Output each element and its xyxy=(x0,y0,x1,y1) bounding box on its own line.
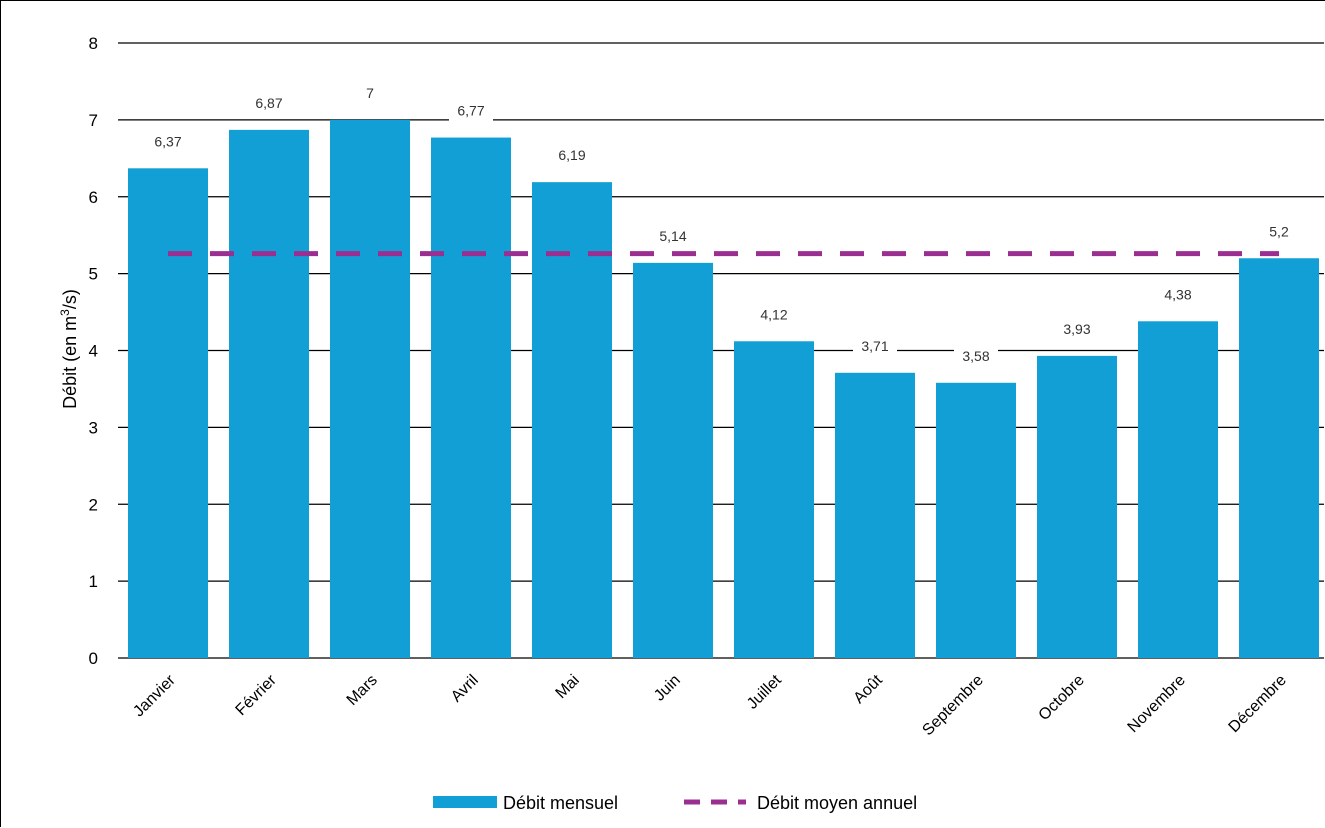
data-label: 7 xyxy=(366,85,374,101)
legend-label-bar: Débit mensuel xyxy=(503,793,618,813)
data-label-bg xyxy=(1261,222,1297,243)
legend-swatch-bar xyxy=(433,796,497,808)
y-tick-label: 8 xyxy=(89,34,98,53)
data-label-bg xyxy=(247,93,291,114)
data-label: 6,37 xyxy=(154,133,181,149)
bar xyxy=(633,262,713,658)
y-axis-label-sup: 3 xyxy=(58,309,72,316)
x-tick-label: Décembre xyxy=(1226,672,1290,736)
x-tick-labels: Janvier Février Mars Avril Mai Juin Juillet Aoû… xyxy=(130,671,1290,739)
data-label-bg xyxy=(550,146,594,167)
bar xyxy=(532,182,612,659)
x-tick-label: Juillet xyxy=(744,671,785,712)
data-label-bg xyxy=(651,226,695,247)
bar xyxy=(1239,258,1319,658)
y-axis-label-end: /s) xyxy=(60,289,80,309)
data-label-bg xyxy=(449,101,493,122)
y-tick-label: 6 xyxy=(89,188,98,207)
data-label-bg xyxy=(1156,285,1200,306)
bar xyxy=(835,372,915,658)
data-label-bg xyxy=(360,83,380,104)
x-tick-label: Août xyxy=(851,671,887,707)
x-tick-label: Juin xyxy=(651,672,684,705)
y-axis-label-main: Débit (en m xyxy=(60,316,80,409)
y-tick-label: 0 xyxy=(89,649,98,668)
data-label: 6,19 xyxy=(558,147,585,163)
y-tick-labels: 0 1 2 3 4 5 6 7 8 xyxy=(89,34,98,668)
legend: Débit mensuel Débit moyen annuel xyxy=(433,793,917,813)
y-tick-label: 5 xyxy=(89,265,98,284)
y-tick-label: 3 xyxy=(89,418,98,437)
x-tick-label: Novembre xyxy=(1125,672,1189,736)
legend-label-line: Débit moyen annuel xyxy=(757,793,917,813)
data-labels: 6,37 6,87 7 6,77 6,19 5,14 4,12 3,71 3,58 3,93 4,3… xyxy=(146,83,1297,367)
x-tick-label: Février xyxy=(233,671,281,719)
data-label: 4,38 xyxy=(1164,286,1191,302)
data-label: 6,77 xyxy=(457,103,484,119)
y-tick-label: 7 xyxy=(89,111,98,130)
bar xyxy=(1037,355,1117,658)
data-label-bg xyxy=(1055,319,1099,340)
x-tick-label: Mars xyxy=(344,672,381,709)
data-label: 4,12 xyxy=(760,306,787,322)
data-label-bg xyxy=(954,346,998,367)
y-tick-label: 1 xyxy=(89,572,98,591)
x-tick-label: Janvier xyxy=(130,671,179,720)
data-label: 3,93 xyxy=(1063,321,1090,337)
bar xyxy=(229,129,309,658)
bar xyxy=(330,119,410,658)
data-label: 5,14 xyxy=(659,228,686,244)
bar xyxy=(734,341,814,658)
data-label-bg xyxy=(146,132,190,153)
data-label-bg xyxy=(853,336,897,357)
data-label: 5,2 xyxy=(1269,223,1289,239)
x-tick-label: Octobre xyxy=(1036,672,1088,724)
y-tick-label: 4 xyxy=(89,342,98,361)
bars xyxy=(128,119,1319,659)
bar xyxy=(1138,321,1218,658)
y-axis-label: Débit (en m3/s) xyxy=(58,289,80,409)
bar xyxy=(128,168,208,658)
bar xyxy=(936,382,1016,658)
data-label-bg xyxy=(752,305,796,326)
x-tick-label: Septembre xyxy=(919,672,986,739)
gridlines xyxy=(118,42,1324,659)
data-label: 6,87 xyxy=(255,95,282,111)
data-label: 3,71 xyxy=(861,338,888,354)
bar xyxy=(431,137,511,658)
x-tick-label: Mai xyxy=(553,672,583,702)
y-tick-label: 2 xyxy=(89,495,98,514)
data-label: 3,58 xyxy=(962,348,989,364)
x-tick-label: Avril xyxy=(448,672,482,706)
